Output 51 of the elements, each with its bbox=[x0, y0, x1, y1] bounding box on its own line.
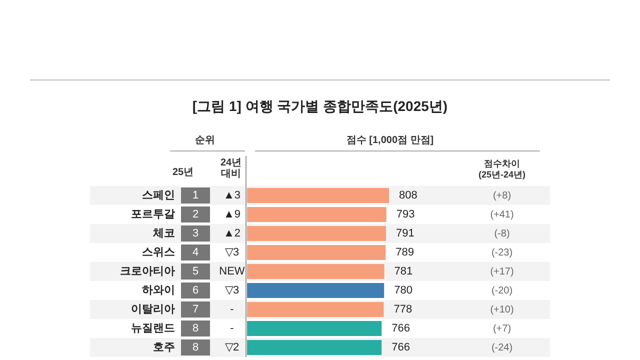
text: ▲9 bbox=[223, 208, 241, 220]
data-label: 789 bbox=[396, 246, 414, 258]
text: ▲3 bbox=[223, 189, 241, 202]
text: 25년 bbox=[172, 166, 194, 178]
data-label: 791 bbox=[396, 227, 414, 240]
text: 8 bbox=[192, 322, 199, 334]
text: NEW bbox=[219, 265, 246, 278]
y-tick-label: 체코 bbox=[152, 227, 175, 240]
chart-title: [그림 1] 여행 국가별 종합만족도(2025년) bbox=[192, 98, 448, 114]
text: 24년 대비 bbox=[220, 157, 242, 180]
data-label: 766 bbox=[392, 322, 410, 334]
text: (+8) bbox=[492, 190, 512, 202]
data-label: 793 bbox=[396, 208, 415, 220]
text: - bbox=[230, 303, 234, 316]
text: (-8) bbox=[494, 228, 510, 240]
text: 8 bbox=[192, 341, 199, 354]
y-tick-label: 호주 bbox=[153, 341, 175, 354]
data-label: 781 bbox=[394, 265, 413, 278]
text: (+10) bbox=[490, 304, 514, 316]
text: ▲2 bbox=[223, 227, 241, 240]
y-tick-label: 크로아티아 bbox=[120, 265, 175, 278]
data-label: 808 bbox=[399, 189, 418, 202]
y-tick-label: 스페인 bbox=[142, 189, 175, 202]
text: ▽2 bbox=[224, 341, 240, 354]
text: - bbox=[230, 322, 234, 334]
text: 5 bbox=[192, 265, 199, 278]
text: 4 bbox=[192, 246, 199, 258]
data-label: 766 bbox=[392, 341, 410, 354]
y-tick-label: 이탈리아 bbox=[131, 303, 175, 316]
data-label: 780 bbox=[394, 284, 412, 296]
text: 6 bbox=[192, 284, 199, 296]
y-tick-label: 하와이 bbox=[142, 284, 175, 296]
text: ▽3 bbox=[224, 246, 240, 258]
text: 2 bbox=[192, 208, 199, 220]
text: 1 bbox=[192, 189, 199, 202]
text: 3 bbox=[192, 227, 199, 240]
text: (-24) bbox=[491, 342, 513, 354]
y-tick-label: 뉴질랜드 bbox=[131, 322, 175, 334]
text: 순위 bbox=[195, 134, 215, 146]
text: (+7) bbox=[492, 323, 512, 334]
text: 점수 [1,000점 만점] bbox=[346, 134, 434, 146]
data-label: 778 bbox=[394, 303, 412, 316]
text: ▽3 bbox=[224, 284, 240, 296]
text: 7 bbox=[192, 303, 199, 316]
text: (+17) bbox=[490, 266, 514, 278]
y-tick-label: 포르투갈 bbox=[131, 208, 175, 220]
y-tick-label: 스위스 bbox=[142, 246, 175, 258]
text: (-20) bbox=[491, 285, 513, 296]
text: (-23) bbox=[491, 247, 513, 258]
text: (+41) bbox=[490, 209, 514, 220]
text: 점수차이 (25년-24년) bbox=[478, 158, 526, 180]
